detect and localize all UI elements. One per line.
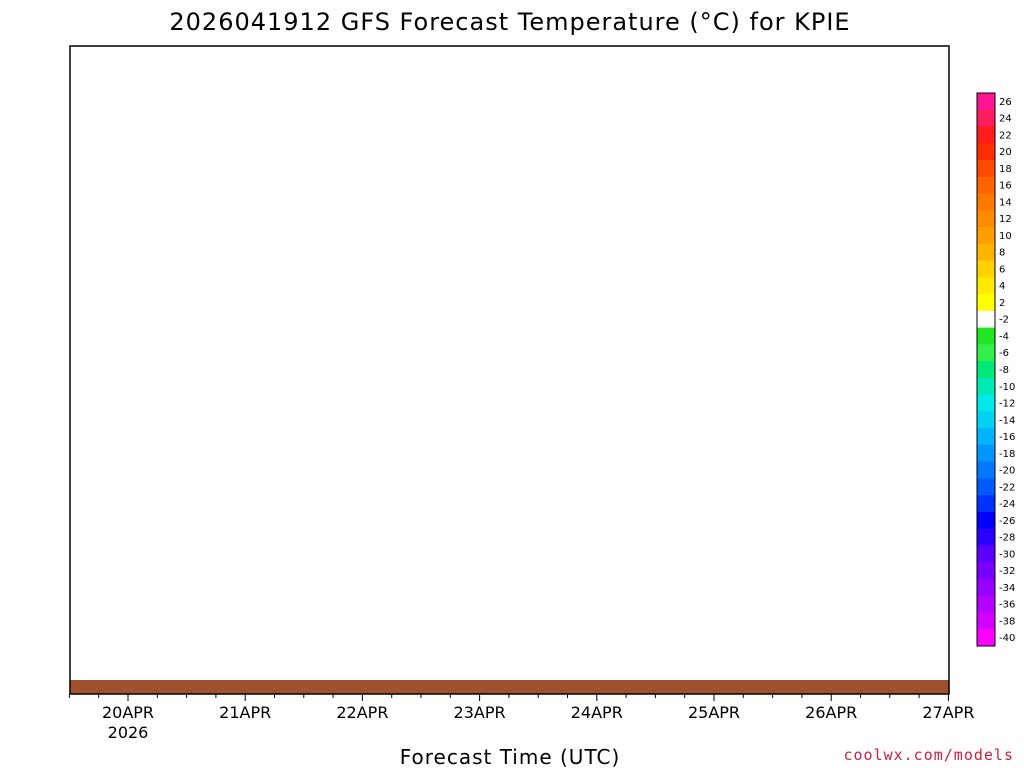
chart-title: 2026041912 GFS Forecast Temperature (°C)…: [169, 8, 850, 36]
plot-area: -58-54-54-54-54-50-50-50-50-46-46-46-46-…: [70, 46, 949, 694]
